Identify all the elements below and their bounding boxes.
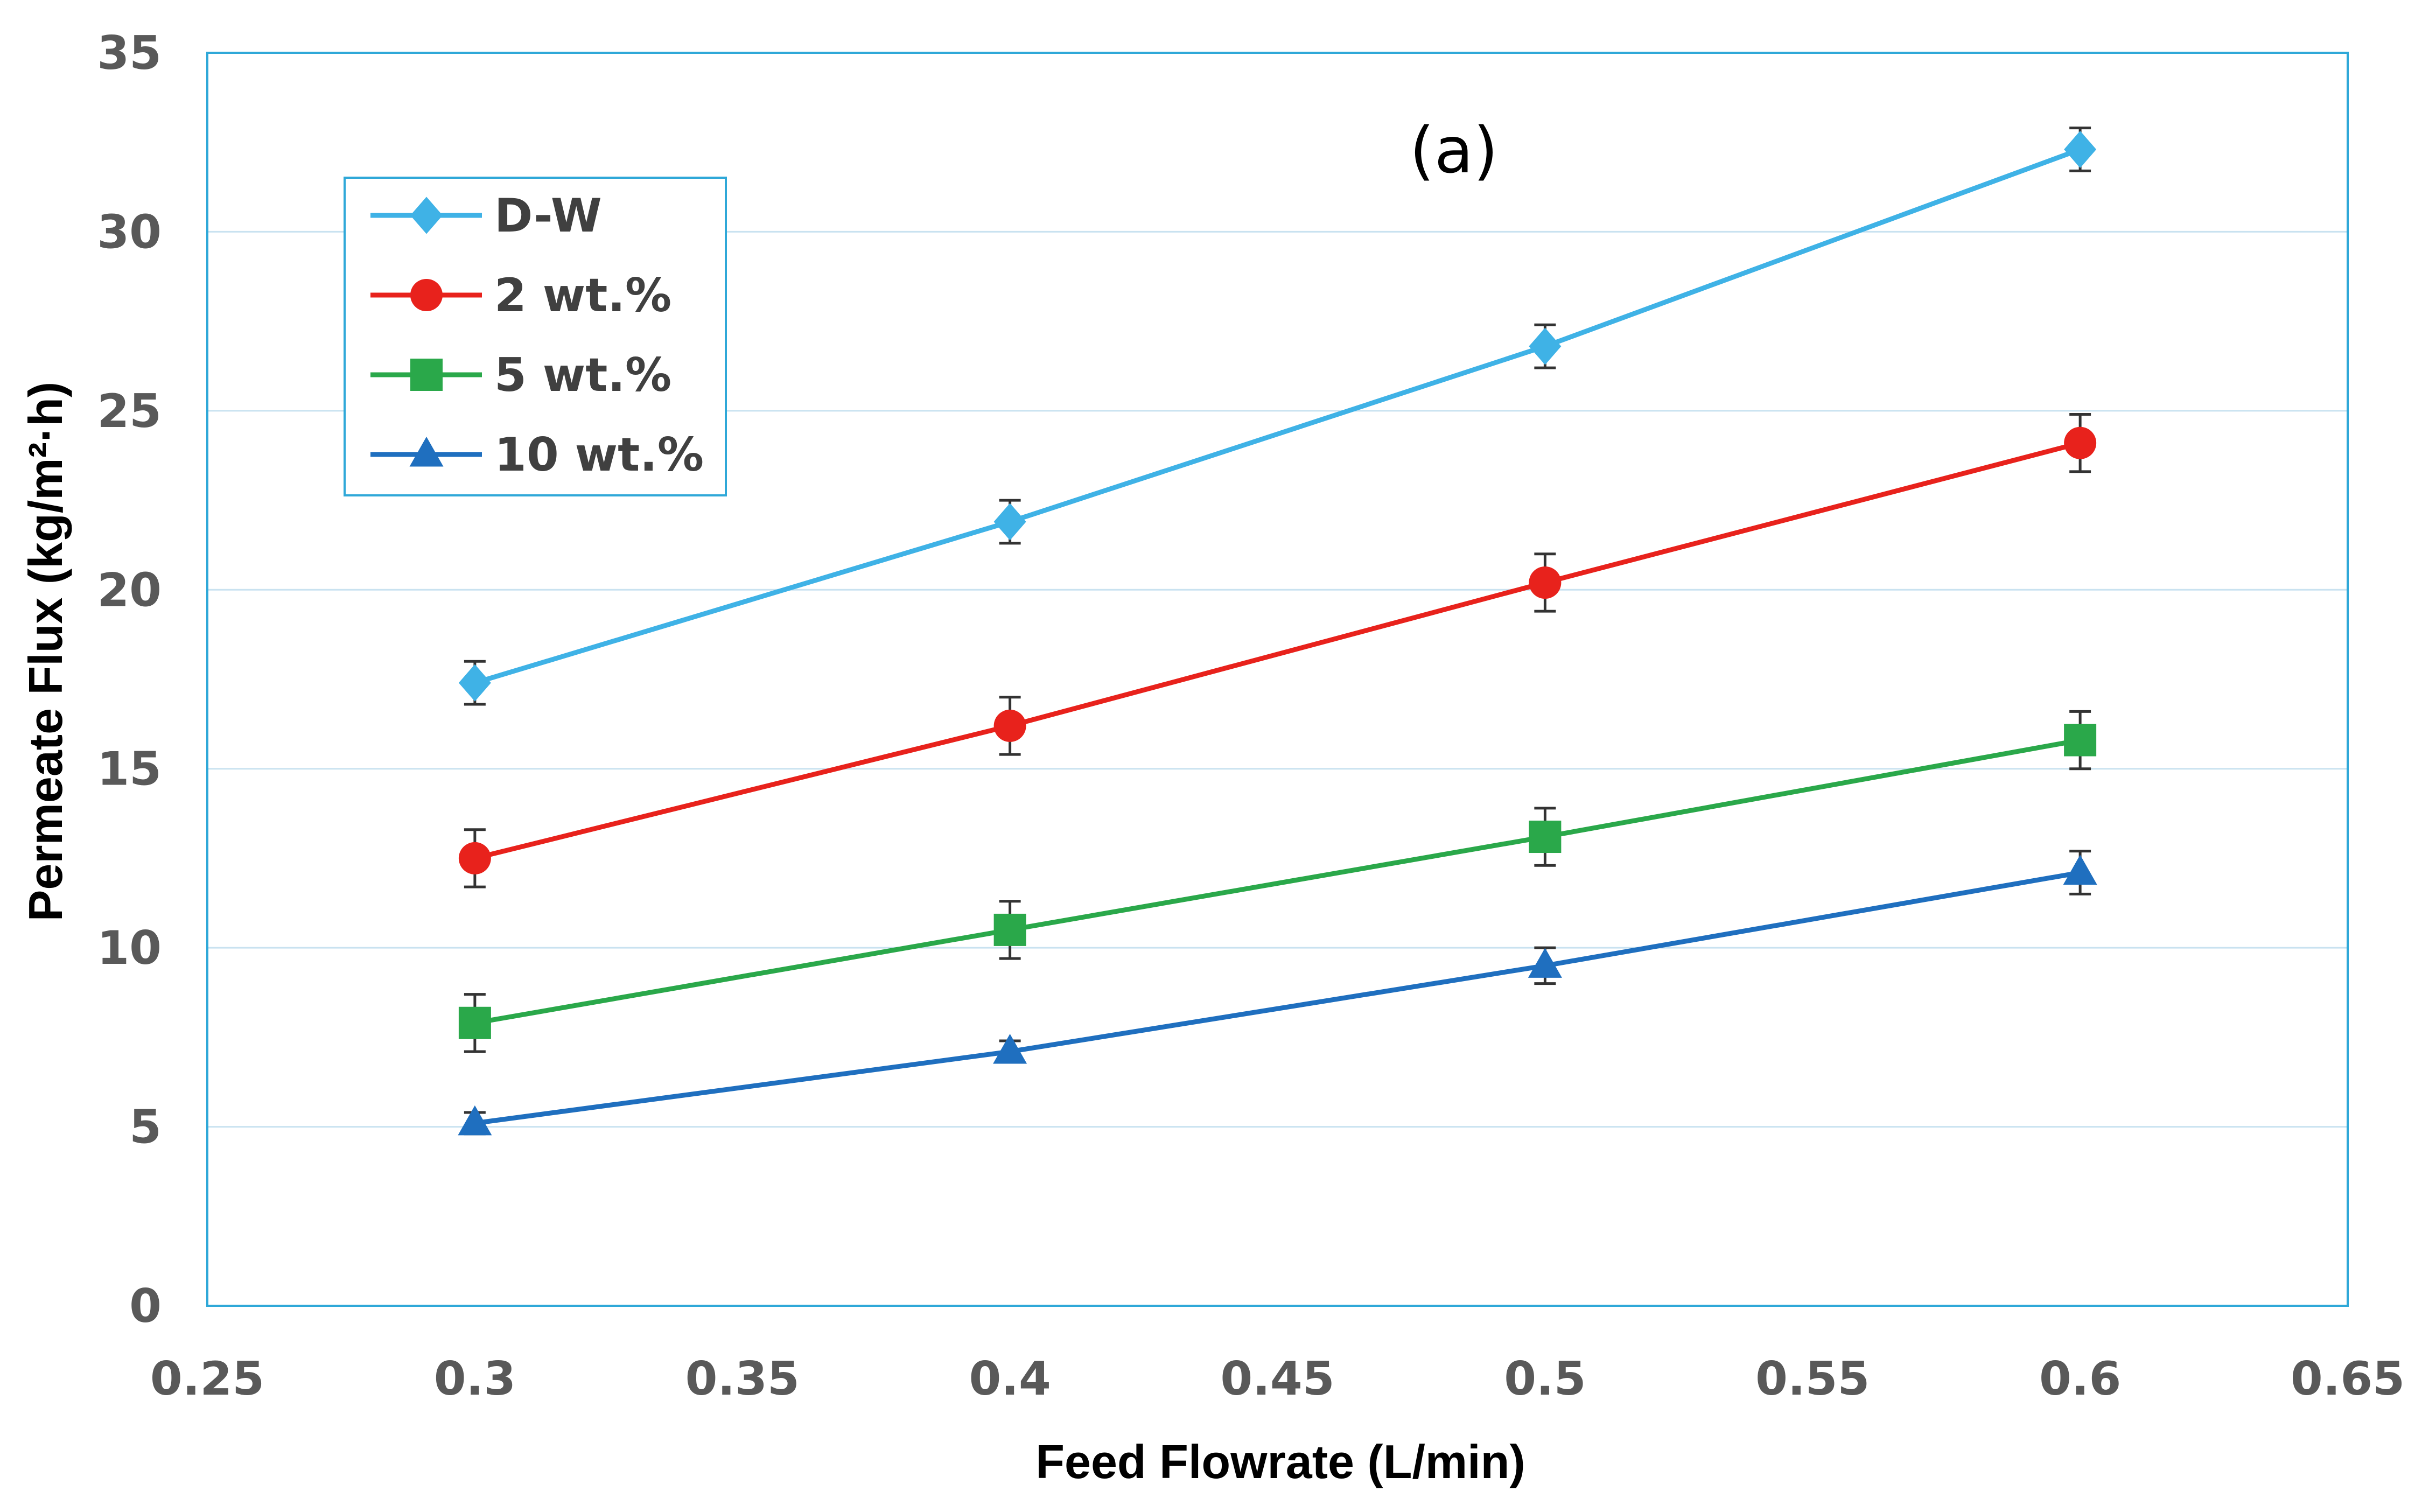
data-point-marker [2063, 855, 2097, 885]
x-tick-label: 0.3 [434, 1352, 516, 1406]
data-point-marker [2064, 426, 2097, 459]
series-layer [458, 127, 2097, 1136]
legend-item: 10 wt.% [370, 428, 704, 482]
data-point-marker [1528, 948, 1562, 978]
series-2-wt [458, 413, 2097, 888]
series-line [474, 738, 2081, 1026]
panel-label: (a) [1410, 113, 1498, 187]
y-axis-ticks: 0 5 10 15 20 25 30 35 [97, 26, 162, 1333]
y-tick-label: 20 [97, 563, 162, 617]
x-axis-ticks: 0.25 0.3 0.35 0.4 0.45 0.5 0.55 0.6 0.65 [150, 1352, 2405, 1406]
series-line [474, 870, 2081, 1126]
legend-marker [410, 197, 443, 234]
y-tick-label: 5 [129, 1101, 162, 1154]
data-point-marker [993, 503, 1026, 541]
legend-item: 5 wt.% [370, 348, 671, 402]
y-tick-label: 0 [129, 1279, 162, 1333]
data-point-marker [458, 842, 491, 874]
grid-layer [207, 230, 2348, 1128]
legend-marker [410, 279, 443, 311]
x-tick-label: 0.25 [150, 1352, 264, 1406]
data-point-marker [1529, 566, 1562, 599]
x-tick-label: 0.6 [2039, 1352, 2121, 1406]
data-point-marker [458, 1105, 492, 1136]
legend-label: 10 wt.% [494, 428, 704, 482]
series-5-wt [458, 710, 2097, 1053]
data-point-marker [993, 1033, 1027, 1064]
y-tick-label: 10 [97, 921, 162, 975]
plot-area-frame [206, 52, 2349, 1307]
legend-box [344, 177, 727, 496]
data-point-marker [993, 913, 1026, 946]
legend-label: D-W [494, 189, 602, 243]
legend-label: 2 wt.% [494, 269, 671, 323]
y-tick-label: 30 [97, 205, 162, 259]
y-tick-label: 15 [97, 743, 162, 796]
series-line [474, 147, 2081, 685]
data-point-marker [1529, 821, 1562, 853]
x-tick-label: 0.35 [685, 1352, 800, 1406]
y-tick-label: 35 [97, 26, 162, 80]
data-point-marker [458, 1006, 491, 1039]
legend-item: 2 wt.% [370, 269, 671, 323]
series-10-wt [458, 850, 2097, 1136]
data-point-marker [1529, 327, 1562, 365]
series-line [474, 440, 2081, 861]
data-point-marker [2064, 131, 2097, 169]
data-point-marker [458, 664, 491, 702]
y-tick-label: 25 [97, 384, 162, 438]
x-tick-label: 0.45 [1220, 1352, 1334, 1406]
data-point-marker [2064, 724, 2097, 757]
x-tick-label: 0.5 [1504, 1352, 1586, 1406]
x-axis-title: Feed Flowrate (L/min) [1035, 1435, 1525, 1488]
legend: D-W 2 wt.% 5 wt.% 10 wt.% [344, 177, 727, 496]
legend-label: 5 wt.% [494, 348, 671, 402]
x-tick-label: 0.65 [2291, 1352, 2405, 1406]
x-tick-label: 0.55 [1755, 1352, 1870, 1406]
x-tick-label: 0.4 [969, 1352, 1051, 1406]
legend-marker [410, 359, 443, 391]
legend-marker [409, 437, 444, 467]
series-d-w [458, 127, 2097, 706]
data-point-marker [993, 709, 1026, 742]
y-axis-title: Permeate Flux (kg/m²·h) [19, 382, 72, 921]
legend-item: D-W [370, 189, 602, 243]
